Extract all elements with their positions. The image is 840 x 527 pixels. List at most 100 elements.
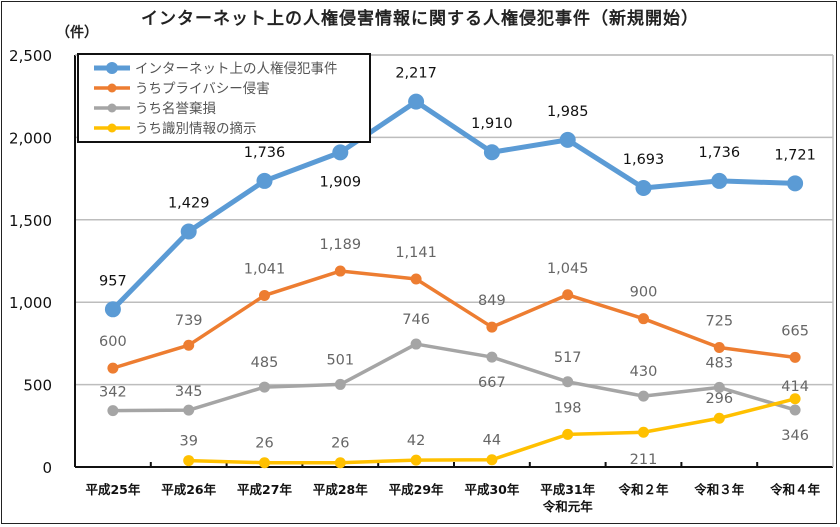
y-tick-label: 1,500 [9, 212, 52, 230]
x-tick-label: 平成27年 [237, 482, 292, 497]
data-label: 1,721 [774, 147, 816, 163]
data-label: 517 [554, 350, 582, 366]
series-line [188, 397, 796, 465]
data-point [410, 273, 422, 285]
data-label: 2,217 [395, 66, 437, 82]
data-label: 1,736 [244, 145, 286, 161]
data-point [259, 289, 270, 301]
data-label: 1,910 [471, 116, 513, 132]
data-point [559, 131, 576, 148]
data-label: 746 [402, 312, 430, 328]
data-label: 957 [99, 273, 127, 289]
series-2 [107, 265, 801, 374]
x-tick-label: 平成30年 [464, 482, 519, 497]
legend-swatch-marker [107, 123, 117, 133]
y-tick-label: 1,000 [9, 294, 52, 312]
data-point [638, 390, 649, 402]
data-point [713, 381, 725, 393]
series-line [111, 99, 796, 312]
data-label: 1,189 [320, 237, 362, 253]
data-point [789, 404, 801, 416]
legend-label: うちプライバシー侵害 [135, 80, 270, 97]
data-point [334, 265, 346, 277]
data-point [183, 339, 195, 351]
legend-swatch-marker [106, 62, 118, 74]
data-point [635, 179, 652, 196]
data-label: 42 [407, 433, 425, 449]
data-label: 198 [554, 400, 582, 416]
x-tick-label: 平成25年 [85, 482, 140, 497]
y-axis-ticks: 0 500 1,000 1,500 2,000 2,500 [9, 47, 52, 477]
data-point [789, 393, 801, 405]
data-point [787, 175, 804, 192]
data-point [334, 378, 346, 390]
data-point [562, 376, 574, 388]
y-tick-label: 2,500 [9, 47, 52, 65]
data-point [562, 428, 574, 440]
chart-title: インターネット上の人権侵害情報に関する人権侵犯事件（新規開始） [141, 9, 699, 29]
legend-item: うち名誉棄損 [94, 101, 216, 117]
series-line [112, 269, 796, 370]
x-tick-label: 令和３年 [693, 482, 745, 497]
data-point [486, 351, 498, 363]
data-label: 430 [630, 364, 658, 380]
data-label: 849 [478, 293, 506, 309]
legend-item: うちプライバシー侵害 [94, 80, 270, 97]
series-3 [107, 338, 801, 417]
data-point [256, 172, 273, 189]
data-point [107, 362, 119, 374]
x-tick-label: 令和２年 [617, 482, 669, 497]
data-label: 26 [255, 436, 273, 452]
x-tick-label: 平成31年令和元年 [540, 482, 595, 514]
series-1 [104, 93, 804, 318]
legend-label: うち識別情報の摘示 [135, 120, 257, 137]
data-label: 414 [781, 379, 809, 395]
x-tick-label: 平成29年 [389, 482, 444, 497]
data-point [486, 454, 498, 466]
data-label: 665 [781, 323, 809, 339]
y-tick-label: 0 [42, 459, 52, 477]
data-point [183, 455, 195, 467]
data-label: 600 [99, 334, 127, 350]
legend-label: うち名誉棄損 [135, 101, 216, 117]
data-label: 1,693 [623, 152, 665, 168]
data-label: 1,736 [699, 145, 741, 161]
data-label: 345 [175, 384, 203, 400]
data-label: 342 [99, 385, 127, 401]
legend-item: うち識別情報の摘示 [94, 120, 257, 137]
data-label: 485 [251, 355, 279, 371]
data-point [332, 144, 349, 161]
data-point [410, 454, 422, 466]
y-tick-label: 500 [23, 377, 52, 395]
data-label: 26 [331, 436, 349, 452]
series-4 [183, 393, 801, 469]
data-label: 1,429 [168, 196, 210, 212]
data-point [638, 426, 649, 438]
legend-swatch-marker [107, 83, 117, 93]
data-label: 296 [705, 391, 733, 407]
x-tick-label: 令和４年 [769, 482, 821, 497]
x-tick-label: 平成28年 [313, 482, 368, 497]
data-label: 739 [175, 313, 203, 329]
data-label: 44 [483, 433, 501, 449]
data-point [259, 457, 270, 469]
x-tick-label: 平成26年 [161, 482, 216, 497]
data-labels-layer: 957 1,429 1,736 1,909 2,217 1,910 1,985 1,693 1,… [99, 66, 816, 469]
data-label: 1,045 [547, 261, 589, 277]
data-point [638, 313, 649, 325]
series-line [112, 342, 796, 413]
data-label: 1,141 [395, 245, 437, 261]
data-point [483, 144, 500, 161]
data-label: 501 [326, 352, 354, 368]
data-point [486, 321, 498, 333]
data-point [180, 223, 197, 240]
data-point [259, 381, 270, 393]
y-unit-label: （件） [56, 25, 98, 41]
data-label: 1,985 [547, 104, 589, 120]
data-label: 1,041 [244, 261, 286, 277]
data-point [410, 338, 422, 350]
data-point [713, 412, 725, 424]
